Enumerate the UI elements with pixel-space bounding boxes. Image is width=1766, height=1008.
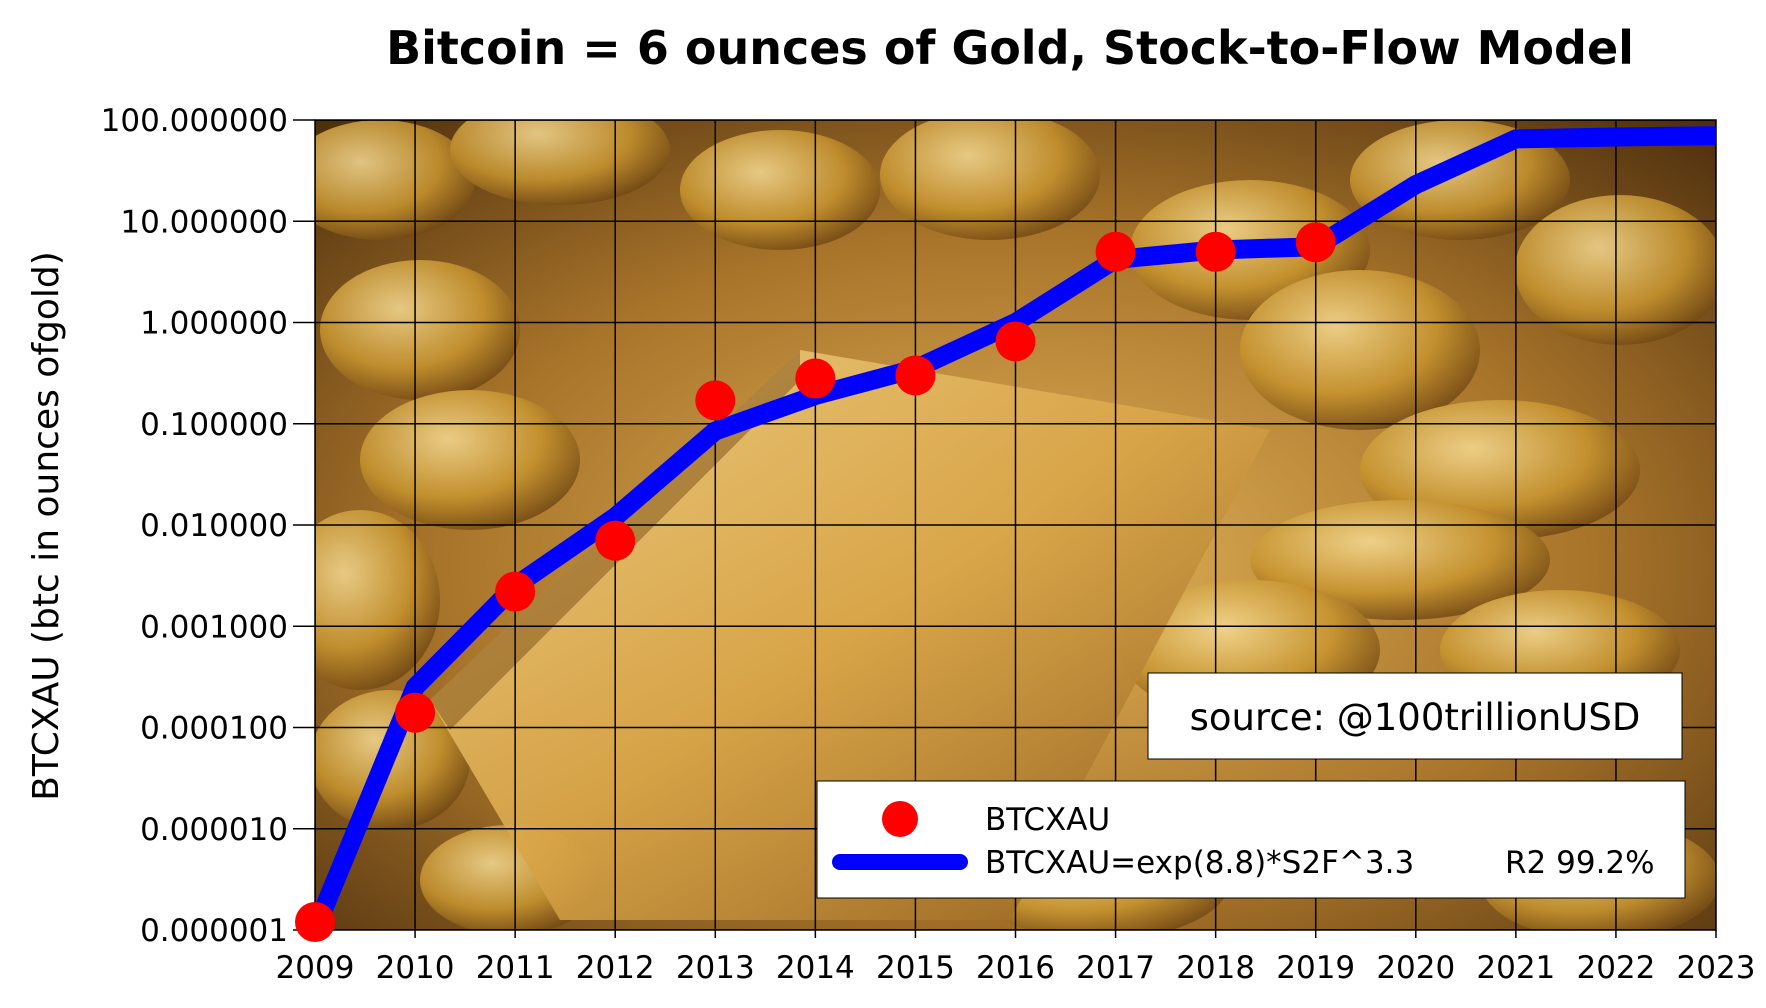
btcxau-point-2012 (595, 520, 636, 561)
x-tick-label-2013: 2013 (676, 950, 755, 986)
x-tick-label-2014: 2014 (776, 950, 855, 986)
btcxau-point-2019 (1295, 222, 1336, 263)
x-tick-label-2021: 2021 (1476, 950, 1555, 986)
x-tick-label-2023: 2023 (1677, 950, 1756, 986)
btcxau-point-2009 (295, 901, 335, 942)
y-tick-label-5: 0.100000 (140, 407, 288, 443)
source-box (1147, 672, 1683, 760)
y-tick-label-0: 0.000001 (140, 913, 288, 949)
x-tick-label-2017: 2017 (1076, 950, 1155, 986)
btcxau-point-2015 (895, 355, 936, 396)
legend-label-model: BTCXAU=exp(8.8)*S2F^3.3 (985, 845, 1414, 881)
source-annotation: source: @100trillionUSD (1147, 672, 1683, 760)
y-tick-label-7: 10.000000 (120, 204, 288, 240)
axis-ticks (293, 119, 1717, 938)
btcxau-point-2017 (1095, 231, 1136, 272)
y-tick-label-4: 0.010000 (140, 508, 288, 544)
legend-marker-btcxau (882, 801, 918, 837)
legend-label-btcxau: BTCXAU (985, 802, 1110, 838)
x-tick-label-2015: 2015 (876, 950, 955, 986)
x-tick-label-2010: 2010 (376, 950, 455, 986)
btcxau-point-2011 (495, 571, 536, 612)
legend: BTCXAU BTCXAU=exp(8.8)*S2F^3.3 R2 99.2% (816, 780, 1686, 899)
y-axis-label: BTCXAU (btc in ounces ofgold) (26, 251, 67, 801)
legend-box (816, 780, 1686, 899)
y-tick-label-6: 1.000000 (140, 306, 288, 342)
y-tick-labels: 0.000001 0.000010 0.000100 0.001000 0.010000… (101, 103, 288, 949)
x-tick-label-2018: 2018 (1176, 950, 1255, 986)
btcxau-point-2018 (1195, 231, 1236, 272)
chart-title: Bitcoin = 6 ounces of Gold, Stock-to-Flo… (386, 21, 1634, 75)
btcxau-point-2013 (695, 380, 736, 421)
legend-label-r2: R2 99.2% (1505, 845, 1655, 881)
source-text: source: @100trillionUSD (1190, 696, 1641, 739)
x-tick-label-2009: 2009 (276, 950, 355, 986)
btcxau-point-2016 (995, 321, 1036, 362)
y-tick-label-3: 0.001000 (140, 609, 288, 645)
y-tick-label-8: 100.000000 (101, 103, 288, 139)
x-tick-label-2016: 2016 (976, 950, 1055, 986)
y-tick-label-1: 0.000010 (140, 812, 288, 848)
x-tick-label-2020: 2020 (1376, 950, 1455, 986)
btcxau-point-2010 (395, 692, 436, 733)
btcxau-points-layer (295, 222, 1336, 942)
btcxau-point-2014 (795, 358, 836, 399)
x-tick-label-2012: 2012 (576, 950, 655, 986)
x-tick-labels: 2009 2010 2011 2012 2013 2014 2015 2016 2017 2018… (276, 950, 1756, 986)
x-tick-label-2022: 2022 (1576, 950, 1655, 986)
x-tick-label-2019: 2019 (1276, 950, 1355, 986)
x-tick-label-2011: 2011 (476, 950, 555, 986)
y-tick-label-2: 0.000100 (140, 711, 288, 747)
